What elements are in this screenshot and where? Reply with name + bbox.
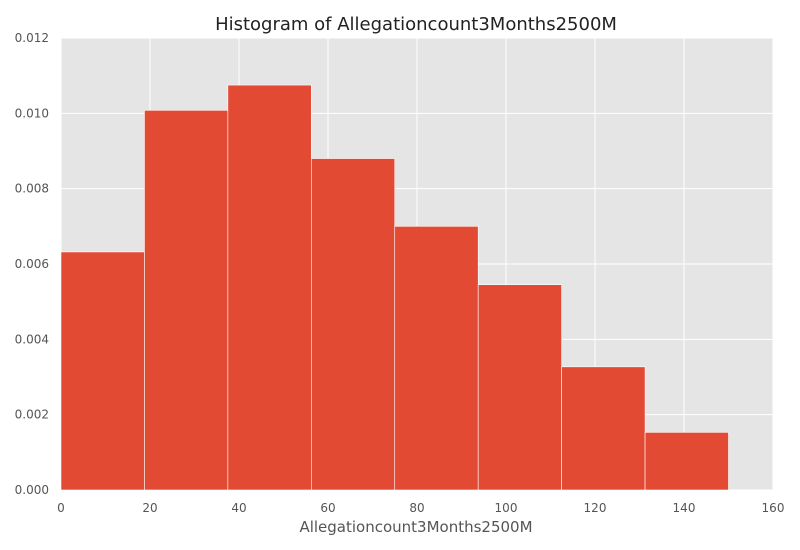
y-tick-label: 0.004 xyxy=(15,332,49,346)
y-tick-label: 0.006 xyxy=(15,257,49,271)
y-tick-label: 0.000 xyxy=(15,483,49,497)
x-tick-label: 0 xyxy=(57,501,65,515)
histogram-bar-6 xyxy=(477,284,562,491)
y-tick-label: 0.002 xyxy=(15,408,49,422)
x-tick-label: 120 xyxy=(584,501,607,515)
x-axis-label: Allegationcount3Months2500M xyxy=(299,518,532,536)
histogram-bar-8 xyxy=(644,432,729,491)
y-tick-label: 0.008 xyxy=(15,182,49,196)
x-tick-label: 60 xyxy=(320,501,335,515)
histogram-bars xyxy=(60,84,729,491)
chart-title: Histogram of Allegationcount3Months2500M xyxy=(215,14,617,35)
x-tick-label: 20 xyxy=(142,501,157,515)
histogram-bar-4 xyxy=(311,158,396,491)
histogram-bar-5 xyxy=(394,226,479,491)
x-tick-label: 140 xyxy=(673,501,696,515)
x-tick-labels: 0 20 40 60 80 100 120 140 160 xyxy=(57,501,784,515)
histogram-bar-7 xyxy=(561,366,646,491)
x-tick-label: 100 xyxy=(495,501,518,515)
histogram-bar-3 xyxy=(227,84,312,491)
y-tick-label: 0.010 xyxy=(15,106,49,120)
x-tick-label: 40 xyxy=(231,501,246,515)
x-tick-label: 80 xyxy=(409,501,424,515)
y-tick-labels: 0.000 0.002 0.004 0.006 0.008 0.010 0.012 xyxy=(15,31,49,497)
x-tick-label: 160 xyxy=(762,501,785,515)
histogram-bar-1 xyxy=(60,251,145,491)
histogram-bar-2 xyxy=(144,110,229,491)
y-tick-label: 0.012 xyxy=(15,31,49,45)
